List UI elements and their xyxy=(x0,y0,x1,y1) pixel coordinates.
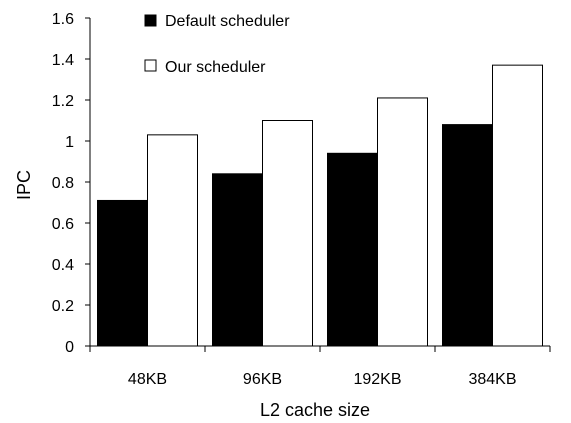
y-tick-label: 1.2 xyxy=(52,93,74,110)
bar-default-96KB xyxy=(212,173,263,347)
legend-swatch-default xyxy=(144,14,157,27)
bar-ours-384KB xyxy=(492,64,543,347)
x-category-label: 384KB xyxy=(468,371,516,388)
y-tick-label: 1.6 xyxy=(52,11,74,28)
bar-ours-96KB xyxy=(262,120,313,347)
y-tick-label: 1 xyxy=(65,134,74,151)
y-tick-label: 0.8 xyxy=(52,175,74,192)
y-axis-title: IPC xyxy=(14,170,34,200)
y-tick-label: 0 xyxy=(65,339,74,356)
axes: 0 0.2 0.4 0.6 0.8 1 1.2 1.4 1.6 48KB 96KB 192KB 384K… xyxy=(52,11,551,388)
x-category-label: 96KB xyxy=(243,371,282,388)
legend-swatch-ours xyxy=(144,59,157,72)
labels: L2 cache size IPC xyxy=(14,170,370,420)
y-tick-label: 1.4 xyxy=(52,52,74,69)
bar-default-48KB xyxy=(97,199,148,347)
x-category-label: 48KB xyxy=(128,371,167,388)
bar-ours-192KB xyxy=(377,97,428,347)
y-tick-label: 0.6 xyxy=(52,216,74,233)
x-axis-title: L2 cache size xyxy=(260,400,370,420)
x-category-label: 192KB xyxy=(353,371,401,388)
legend-label-default: Default scheduler xyxy=(165,13,290,30)
legend-label-ours: Our scheduler xyxy=(165,59,266,76)
y-tick-label: 0.2 xyxy=(52,298,74,315)
bar-default-384KB xyxy=(442,124,493,347)
legend: Default scheduler Our scheduler xyxy=(144,13,290,76)
bars xyxy=(97,64,543,347)
bar-default-192KB xyxy=(327,152,378,347)
y-tick-label: 0.4 xyxy=(52,257,74,274)
bar-ours-48KB xyxy=(147,134,198,347)
